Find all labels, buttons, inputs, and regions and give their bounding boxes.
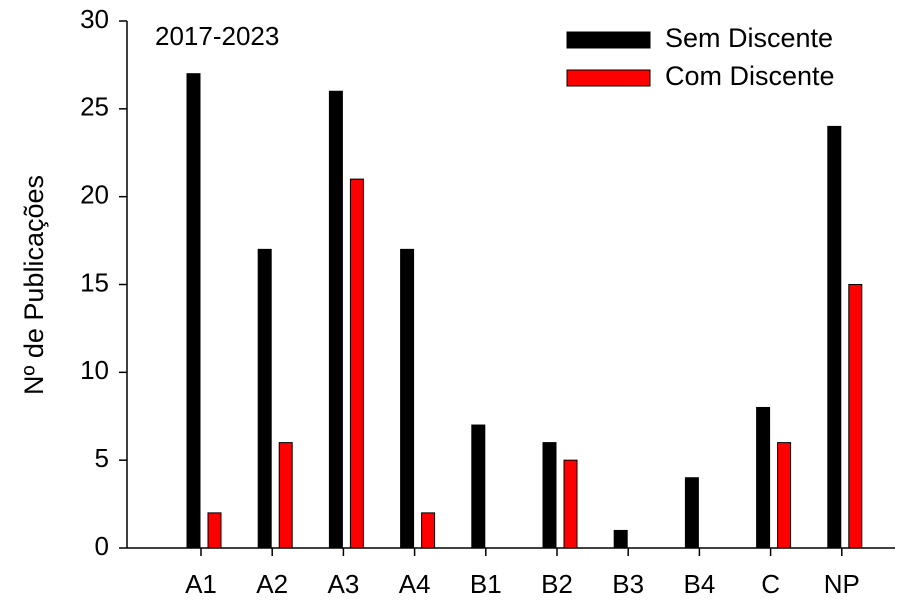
y-tick-label: 15 (80, 267, 109, 297)
bar (186, 73, 201, 549)
x-tick-label: B2 (541, 569, 573, 599)
bar (684, 477, 699, 549)
x-tick-label: A2 (256, 569, 288, 599)
x-tick-label: A3 (327, 569, 359, 599)
y-axis-label: Nº de Publicações (19, 175, 49, 395)
x-tick-label: C (761, 569, 780, 599)
x-tick-label: NP (824, 569, 860, 599)
bar (257, 248, 272, 549)
y-tick-label: 25 (80, 92, 109, 122)
bar (207, 512, 222, 549)
bar (471, 424, 486, 549)
y-tick-label: 10 (80, 355, 109, 385)
y-tick-label: 30 (80, 4, 109, 34)
legend-swatch (566, 69, 651, 87)
bar (613, 529, 628, 549)
bar (328, 90, 343, 549)
x-tick-label: B1 (470, 569, 502, 599)
y-tick-label: 0 (95, 531, 109, 561)
bar (278, 442, 293, 549)
annotation: 2017-2023 (155, 21, 279, 51)
legend-label: Sem Discente (665, 23, 833, 53)
bar (349, 178, 364, 549)
bar (400, 248, 415, 549)
bar (756, 406, 771, 549)
bar (542, 442, 557, 549)
bar (827, 125, 842, 549)
bar (848, 284, 863, 549)
x-tick-label: B4 (683, 569, 715, 599)
bar (777, 442, 792, 549)
x-tick-label: A1 (185, 569, 217, 599)
bar (563, 459, 578, 549)
y-tick-label: 5 (95, 443, 109, 473)
x-tick-label: A4 (399, 569, 431, 599)
legend-label: Com Discente (665, 61, 835, 91)
bar (421, 512, 436, 549)
legend-swatch (566, 31, 651, 49)
y-tick-label: 20 (80, 180, 109, 210)
x-tick-label: B3 (612, 569, 644, 599)
